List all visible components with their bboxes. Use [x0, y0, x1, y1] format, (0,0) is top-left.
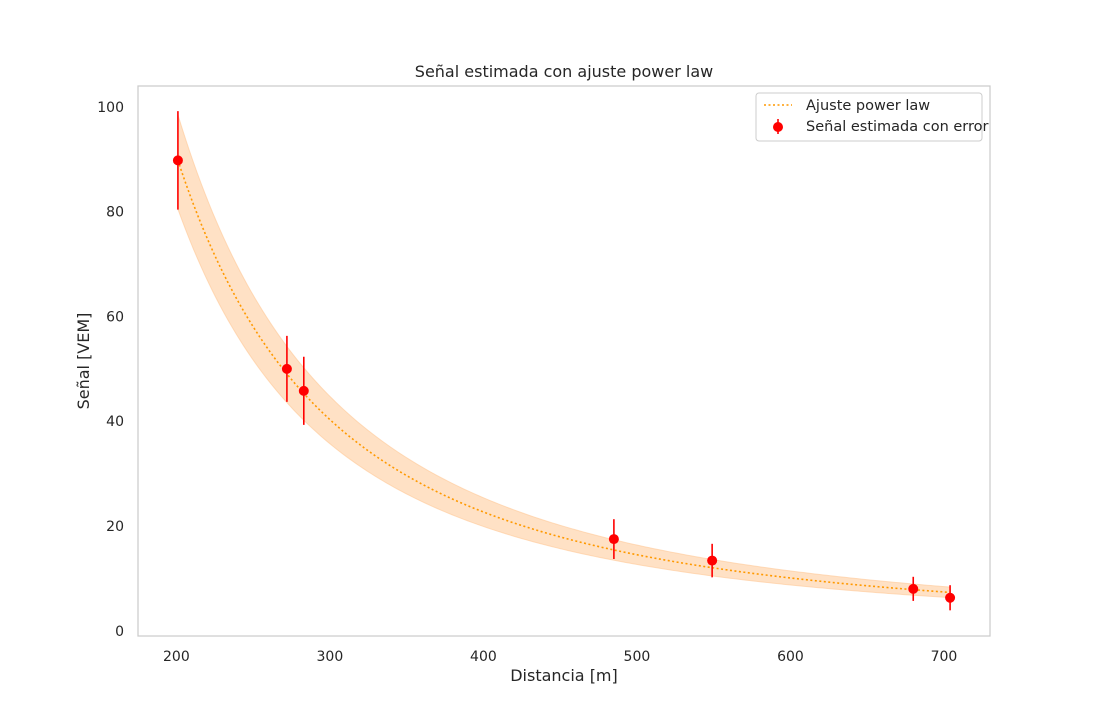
x-tick-label: 600: [777, 649, 804, 665]
legend-box: [755, 92, 983, 142]
data-point: [172, 155, 183, 166]
data-point: [281, 363, 292, 374]
y-axis-label: Señal [VEM]: [74, 313, 93, 410]
x-tick-label: 500: [624, 649, 651, 665]
data-point: [908, 583, 919, 594]
y-tick-label: 80: [106, 205, 124, 221]
y-tick-label: 0: [115, 624, 124, 640]
legend-points-label: Señal estimada con error: [806, 119, 989, 135]
x-axis-label: Distancia [m]: [510, 666, 618, 685]
legend-fit-label: Ajuste power law: [806, 98, 930, 114]
x-tick-label: 200: [163, 649, 190, 665]
chart-title: Señal estimada con ajuste power law: [415, 62, 713, 81]
fit-line: [177, 160, 951, 594]
x-tick-label: 700: [931, 649, 958, 665]
y-axis-ticks: 0 20 40 60 80 100: [97, 100, 124, 640]
x-tick-label: 400: [470, 649, 497, 665]
data-point: [608, 534, 619, 545]
data-point: [298, 385, 309, 396]
y-tick-label: 20: [106, 519, 124, 535]
y-tick-label: 100: [97, 100, 124, 116]
fit-line-layer: [177, 160, 951, 594]
data-point: [945, 592, 956, 603]
x-axis-ticks: 200 300 400 500 600 700: [163, 649, 957, 665]
data-points-layer: [172, 111, 956, 611]
legend: Ajuste power law Señal estimada con erro…: [755, 92, 989, 142]
legend-points-swatch-marker: [773, 122, 783, 132]
x-tick-label: 300: [317, 649, 344, 665]
y-tick-label: 40: [106, 414, 124, 430]
data-point: [707, 555, 718, 566]
y-tick-label: 60: [106, 309, 124, 325]
